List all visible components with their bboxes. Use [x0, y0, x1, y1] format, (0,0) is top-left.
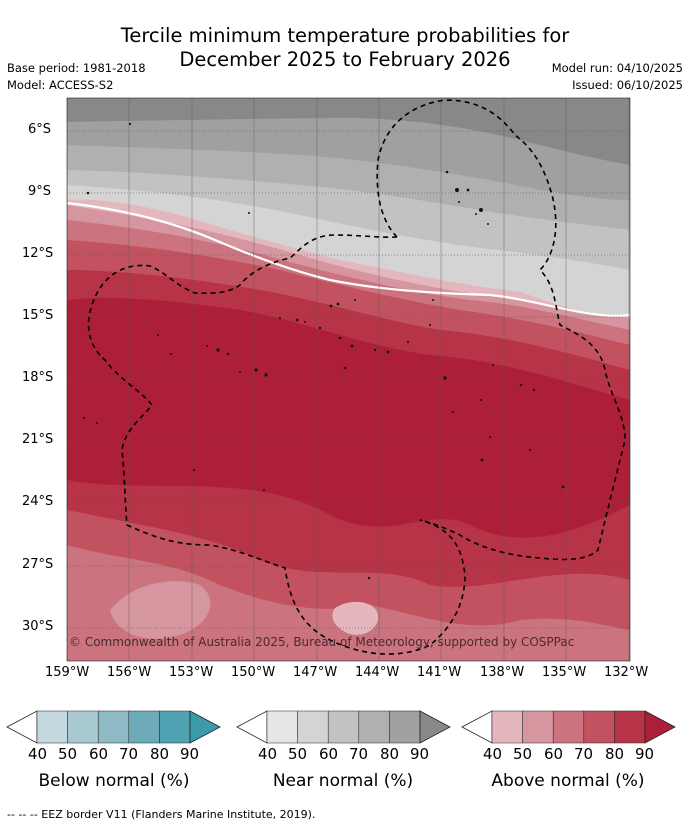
colorbar-swatch — [614, 710, 646, 744]
meta-left: Base period: 1981-2018 Model: ACCESS-S2 — [7, 60, 146, 94]
colorbar-swatch — [491, 710, 523, 744]
colorbar-tick: 60 — [544, 745, 564, 763]
tercile-boundary — [67, 201, 630, 317]
colorbar-label-below: Below normal (%) — [38, 771, 190, 791]
colorbar-tick: 40 — [258, 745, 278, 763]
colorbar-tick: 80 — [150, 745, 170, 763]
colorbar-swatch — [552, 710, 585, 744]
lon-label: 153°W — [169, 665, 214, 680]
colorbar-tick: 50 — [288, 745, 308, 763]
colorbar-tick: 90 — [180, 745, 200, 763]
colorbar-swatch — [327, 710, 360, 744]
colorbar-tick: 60 — [89, 745, 109, 763]
colorbar-tick: 80 — [605, 745, 625, 763]
colorbar-over-triangle — [419, 710, 451, 744]
colorbar-tick: 90 — [410, 745, 430, 763]
lat-label: 18°S — [22, 370, 54, 385]
meta-right: Model run: 04/10/2025 Issued: 06/10/2025 — [552, 60, 683, 94]
lat-label: 15°S — [22, 308, 54, 323]
eez-footnote: -- -- -- EEZ border V11 (Flanders Marine… — [7, 808, 316, 821]
colorbars — [6, 710, 676, 744]
lat-gridlines — [67, 130, 630, 629]
colorbar-near — [236, 710, 451, 744]
colorbar-tick: 90 — [635, 745, 655, 763]
lat-label: 27°S — [22, 557, 54, 572]
colorbar-over-triangle — [644, 710, 676, 744]
zone-above-40-south-b — [332, 601, 379, 635]
chart-title: Tercile minimum temperature probabilitie… — [0, 24, 690, 72]
zone-above-50-south-a — [110, 581, 211, 639]
lat-label: 6°S — [28, 122, 52, 137]
title-line-2: December 2025 to February 2026 — [179, 48, 511, 71]
colorbar-swatch — [159, 710, 191, 744]
model-run-date: Model run: 04/10/2025 — [551, 61, 683, 75]
colorbar-tick: 40 — [483, 745, 503, 763]
colorbar-swatch — [389, 710, 421, 744]
colorbar-under-triangle — [461, 710, 493, 744]
lon-label: 135°W — [542, 665, 587, 680]
copyright-notice: © Commonwealth of Australia 2025, Bureau… — [69, 635, 574, 649]
islands — [83, 122, 565, 580]
lon-label: 138°W — [480, 665, 525, 680]
colorbar-tick: 70 — [574, 745, 594, 763]
map-frame — [66, 97, 631, 662]
colorbar-tick: 50 — [58, 745, 78, 763]
model-name: Model: ACCESS-S2 — [7, 78, 114, 92]
lat-label: 21°S — [22, 432, 54, 447]
colorbar-tick: 60 — [319, 745, 339, 763]
lon-label: 141°W — [417, 665, 462, 680]
colorbar-tick: 80 — [380, 745, 400, 763]
base-period: Base period: 1981-2018 — [7, 61, 146, 75]
map-field: © Commonwealth of Australia 2025, Bureau… — [67, 98, 630, 661]
eez-borders — [87, 99, 626, 655]
lon-label: 144°W — [355, 665, 400, 680]
zone-near-90 — [67, 98, 630, 165]
colorbar-swatch — [266, 710, 298, 744]
colorbar-tick: 40 — [28, 745, 48, 763]
colorbar-swatch — [297, 710, 329, 744]
lat-label: 24°S — [22, 494, 54, 509]
colorbar-tick: 50 — [513, 745, 533, 763]
colorbar-swatch — [583, 710, 615, 744]
colorbar-label-near: Near normal (%) — [272, 771, 414, 791]
colorbar-swatch — [128, 710, 160, 744]
lat-label: 12°S — [22, 246, 54, 261]
colorbar-label-above: Above normal (%) — [491, 771, 645, 791]
title-line-1: Tercile minimum temperature probabilitie… — [120, 24, 570, 47]
colorbar-under-triangle — [6, 710, 38, 744]
colorbar-tick: 70 — [349, 745, 369, 763]
lon-label: 159°W — [45, 665, 90, 680]
colorbar-over-triangle — [189, 710, 221, 744]
zone-above-60-south — [67, 545, 630, 661]
colorbar-tick: 70 — [119, 745, 139, 763]
lon-label: 147°W — [293, 665, 338, 680]
lon-label: 132°W — [604, 665, 649, 680]
colorbar-below — [6, 710, 221, 744]
issued-date: Issued: 06/10/2025 — [572, 78, 683, 92]
colorbar-under-triangle — [236, 710, 268, 744]
lat-label: 30°S — [22, 619, 54, 634]
colorbar-swatch — [358, 710, 390, 744]
lon-label: 156°W — [107, 665, 152, 680]
colorbar-swatch — [36, 710, 68, 744]
lon-label: 150°W — [231, 665, 276, 680]
colorbar-swatch — [67, 710, 99, 744]
lon-gridlines — [67, 98, 630, 661]
colorbar-swatch — [97, 710, 130, 744]
colorbar-above — [461, 710, 676, 744]
colorbar-swatch — [522, 710, 554, 744]
lat-label: 9°S — [28, 184, 52, 199]
